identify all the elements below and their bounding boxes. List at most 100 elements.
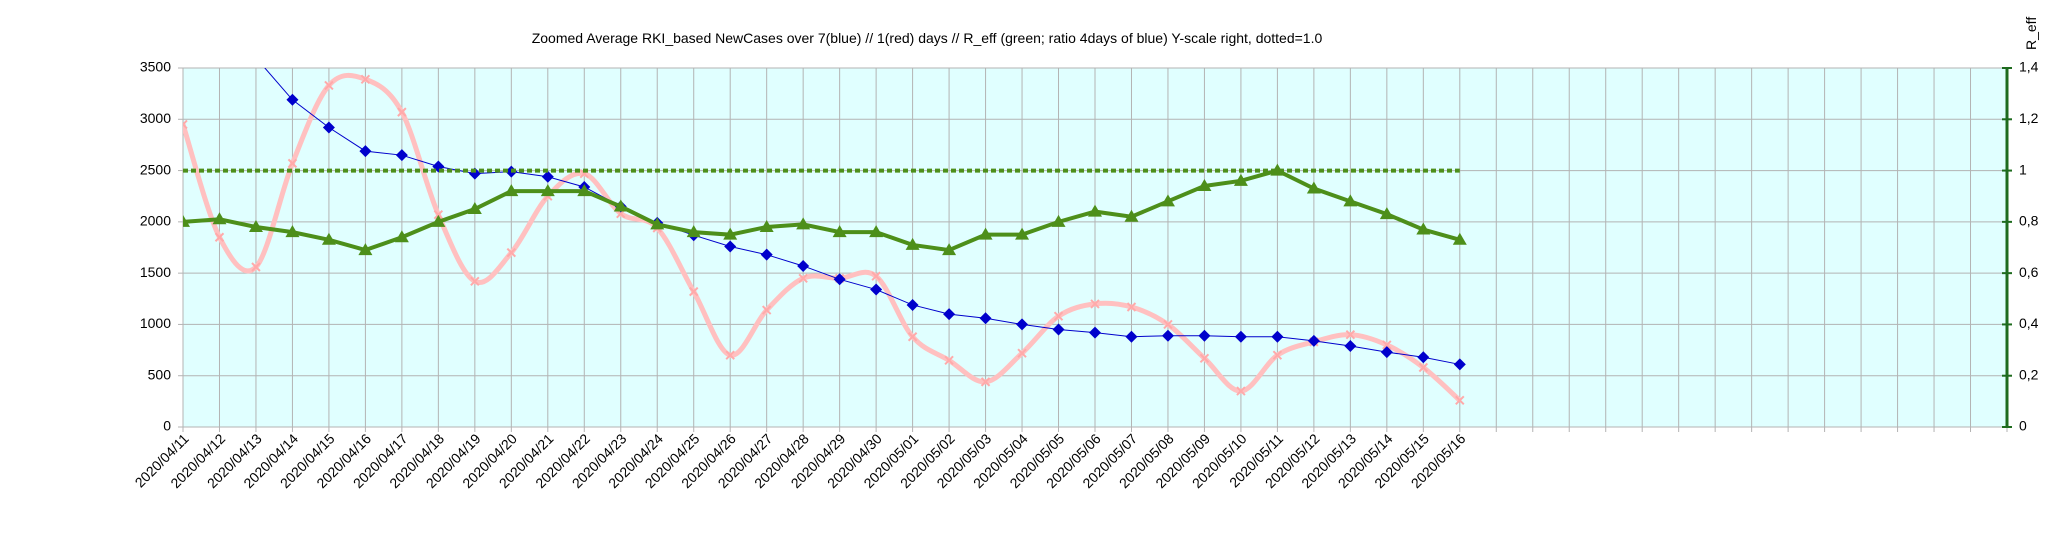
marker — [797, 259, 810, 272]
marker — [723, 227, 738, 240]
marker — [689, 286, 699, 297]
marker — [1088, 204, 1102, 217]
marker — [285, 225, 300, 238]
marker — [1455, 395, 1465, 406]
marker — [1051, 214, 1066, 227]
marker — [397, 107, 407, 117]
y2-tick-label: 1,2 — [2019, 110, 2039, 126]
marker — [1236, 386, 1246, 396]
marker — [1017, 348, 1027, 358]
marker — [1453, 358, 1466, 371]
marker — [871, 271, 881, 281]
marker — [322, 121, 335, 134]
y2-axis-label: R_eff — [2023, 17, 2039, 50]
marker — [395, 149, 408, 162]
marker — [978, 227, 993, 240]
marker — [798, 273, 808, 283]
marker — [504, 184, 519, 197]
series-line — [264, 68, 1460, 365]
y-tick-label: 1000 — [140, 315, 171, 331]
marker — [1271, 330, 1284, 343]
marker — [470, 276, 480, 287]
y2-tick-label: 0 — [2019, 418, 2027, 434]
chart-title: Zoomed Average RKI_based NewCases over 7… — [532, 30, 1323, 46]
marker — [759, 219, 774, 232]
marker — [979, 312, 992, 325]
y-tick-label: 2000 — [140, 213, 171, 229]
marker — [248, 219, 263, 232]
marker — [1344, 339, 1357, 352]
marker — [183, 214, 190, 227]
marker — [286, 93, 299, 106]
marker — [980, 377, 991, 387]
marker — [1016, 318, 1029, 331]
marker — [907, 332, 918, 342]
marker — [1272, 350, 1283, 360]
marker — [358, 243, 373, 256]
marker — [1379, 207, 1394, 220]
marker — [1053, 311, 1064, 321]
marker — [942, 243, 957, 256]
marker — [1198, 329, 1211, 342]
marker — [725, 350, 735, 360]
marker — [1161, 329, 1174, 342]
marker — [686, 225, 701, 238]
marker — [431, 214, 446, 227]
marker — [833, 273, 846, 286]
marker — [832, 225, 847, 238]
marker — [1160, 194, 1175, 207]
marker — [394, 230, 409, 243]
marker — [467, 202, 482, 215]
marker — [1124, 209, 1139, 222]
y2-tick-label: 0,8 — [2019, 213, 2039, 229]
marker — [287, 158, 298, 169]
marker — [1233, 173, 1248, 186]
y2-tick-label: 0,6 — [2019, 264, 2039, 280]
marker — [905, 237, 920, 250]
marker — [796, 217, 811, 230]
marker — [1416, 222, 1431, 235]
marker — [212, 212, 227, 225]
marker — [1089, 326, 1101, 339]
marker — [761, 305, 772, 315]
marker — [650, 217, 665, 230]
y-tick-label: 2500 — [140, 161, 171, 177]
marker — [1125, 330, 1138, 343]
marker — [324, 80, 334, 91]
marker — [1015, 227, 1030, 240]
marker — [213, 11, 225, 23]
series-layer — [183, 11, 1467, 406]
marker — [359, 145, 372, 158]
y2-tick-label: 1 — [2019, 161, 2027, 177]
marker — [943, 308, 956, 321]
marker — [540, 184, 555, 197]
y-tick-label: 0 — [163, 418, 171, 434]
marker — [1163, 319, 1173, 330]
marker — [541, 170, 554, 183]
marker — [183, 119, 188, 130]
marker — [870, 283, 883, 296]
y-tick-label: 3500 — [140, 59, 171, 75]
marker — [251, 262, 261, 272]
y2-tick-label: 1,4 — [2019, 59, 2039, 75]
marker — [321, 232, 336, 245]
marker — [1052, 323, 1065, 336]
marker — [360, 74, 371, 84]
marker — [1452, 232, 1467, 245]
marker — [1417, 351, 1430, 364]
marker — [1306, 181, 1321, 194]
marker — [1199, 353, 1210, 363]
marker — [1343, 194, 1358, 207]
marker — [1234, 330, 1247, 343]
series-line — [183, 168, 1461, 253]
marker — [577, 184, 592, 197]
marker — [944, 355, 954, 366]
y-tick-label: 500 — [148, 366, 172, 382]
marker — [506, 247, 517, 258]
y2-tick-label: 0,2 — [2019, 366, 2039, 382]
marker — [724, 240, 737, 253]
marker — [1307, 334, 1320, 347]
marker — [869, 225, 884, 238]
marker — [1090, 299, 1100, 309]
